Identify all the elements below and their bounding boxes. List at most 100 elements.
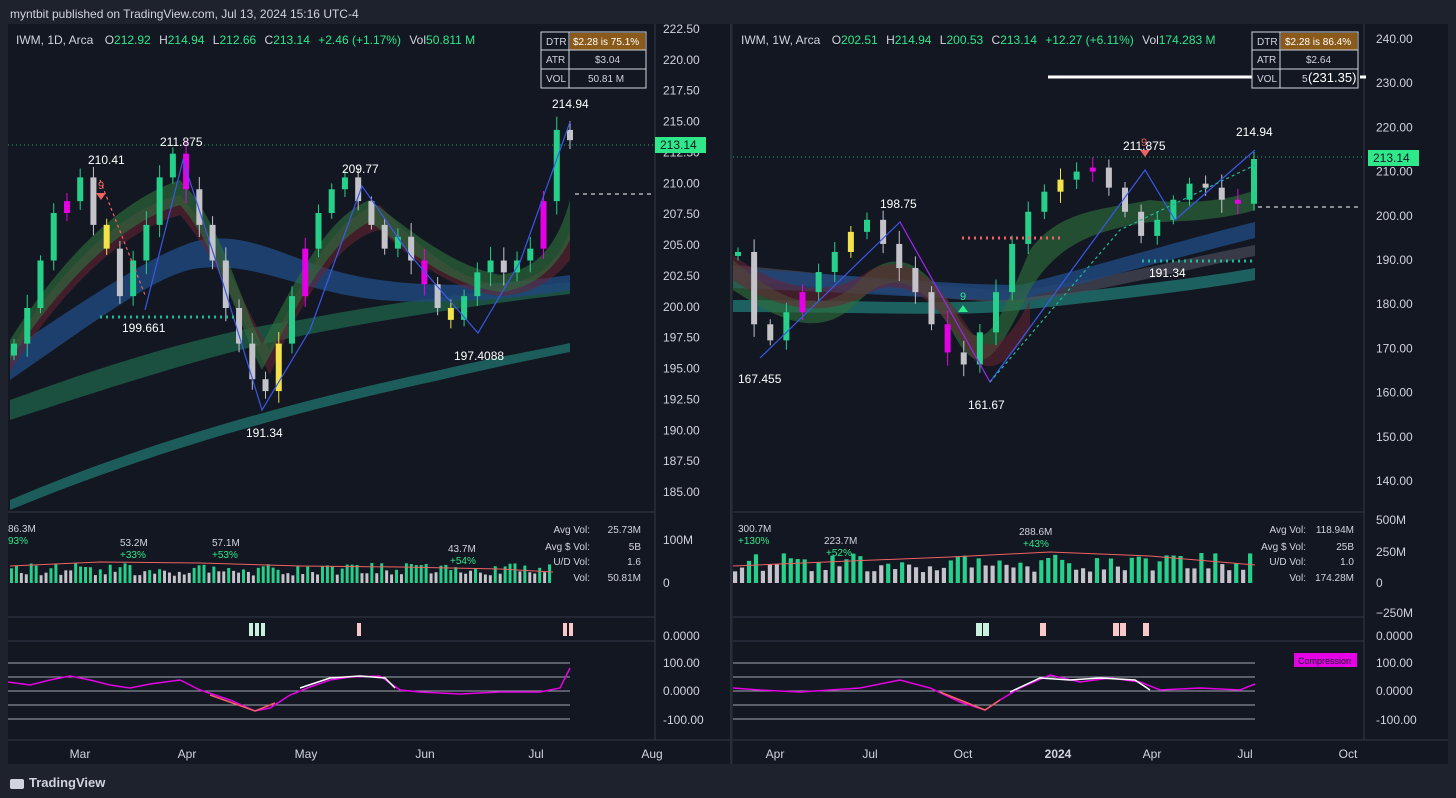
volume-bar <box>108 564 112 583</box>
volume-bar <box>941 567 946 583</box>
right-volume-bars <box>733 553 1253 583</box>
svg-text:ATR: ATR <box>1257 55 1276 66</box>
volume-bar <box>1192 568 1197 583</box>
volume-bar <box>98 569 102 583</box>
volume-bar <box>1178 555 1183 583</box>
price-tick-label: 200.00 <box>1376 209 1413 223</box>
svg-text:Jul: Jul <box>862 747 877 761</box>
volume-bar <box>237 572 241 583</box>
left-ma-ribbons <box>10 180 570 510</box>
candle-body <box>63 201 70 214</box>
price-tick-label: 197.50 <box>663 331 700 345</box>
volume-bar <box>163 570 166 583</box>
candle-body <box>1170 199 1177 220</box>
volume-bar <box>380 563 384 583</box>
volume-bar <box>399 574 403 583</box>
volume-bar <box>167 572 171 583</box>
candle-body <box>434 284 441 308</box>
volume-bar <box>1227 570 1232 583</box>
volume-bar <box>1046 557 1051 583</box>
svg-text:197.4088: 197.4088 <box>454 349 504 363</box>
candle-body <box>103 224 110 249</box>
svg-text:213.14: 213.14 <box>1373 151 1410 165</box>
volume-bar <box>464 573 468 583</box>
volume-bar <box>158 569 162 583</box>
svg-text:300.7M: 300.7M <box>738 524 771 535</box>
volume-bar <box>508 563 512 583</box>
volume-bar <box>34 565 38 583</box>
price-tick-label: 180.00 <box>1376 297 1413 311</box>
svg-text:214.94: 214.94 <box>1236 125 1273 139</box>
volume-bar <box>493 566 497 583</box>
candle-body <box>381 224 388 249</box>
price-tick-label: 215.00 <box>663 115 700 129</box>
left-stats-table: DTR $2.28 is 75.1% ATR $3.04 VOL 50.81 M <box>540 31 647 89</box>
volume-bar <box>370 563 374 583</box>
svg-text:199.661: 199.661 <box>122 321 166 335</box>
price-tick-label: 222.50 <box>663 22 700 36</box>
volume-bar <box>1011 567 1016 583</box>
volume-bar <box>429 573 433 583</box>
volume-bar <box>266 564 270 583</box>
volume-bar <box>271 567 275 583</box>
svg-text:Jul: Jul <box>1237 747 1252 761</box>
volume-bar <box>212 566 216 583</box>
volume-bar <box>390 574 394 583</box>
volume-bar <box>802 559 807 583</box>
svg-text:0: 0 <box>663 576 670 590</box>
volume-bar <box>879 565 884 583</box>
volume-bar <box>242 569 245 583</box>
svg-text:118.94M: 118.94M <box>1316 525 1354 536</box>
volume-bar <box>837 566 842 583</box>
right-volume-labels: 300.7M +130% 223.7M +52% 288.6M +43% <box>738 524 1052 559</box>
volume-bar <box>498 573 502 583</box>
candle-body <box>447 307 454 320</box>
svg-text:+33%: +33% <box>120 550 146 561</box>
volume-bar <box>990 565 995 583</box>
svg-text:Aug: Aug <box>641 747 662 761</box>
left-oscillator-bands <box>8 662 570 720</box>
right-target-label: (231.35) <box>1308 70 1356 85</box>
candle-body <box>799 292 806 313</box>
publish-bar: myntbit published on TradingView.com, Ju… <box>0 0 1456 24</box>
volume-bar <box>1241 569 1246 583</box>
volume-bar <box>1220 564 1225 583</box>
svg-text:DTR: DTR <box>1257 37 1278 48</box>
volume-bar <box>177 571 181 583</box>
volume-bar <box>1234 563 1239 583</box>
volume-bar <box>281 574 285 583</box>
volume-bar <box>202 564 206 583</box>
svg-text:+54%: +54% <box>450 556 476 567</box>
svg-text:191.34: 191.34 <box>1149 266 1186 280</box>
volume-bar <box>1164 555 1169 583</box>
volume-bar <box>182 574 186 583</box>
candle-body <box>1251 158 1257 204</box>
candle-body <box>976 332 983 365</box>
candle-body <box>993 292 999 333</box>
volume-bar <box>816 562 821 583</box>
price-tick-label: 205.00 <box>663 238 700 252</box>
volume-bar <box>1157 561 1162 583</box>
volume-bar <box>227 568 231 583</box>
candle-body <box>77 177 84 202</box>
tradingview-brand[interactable]: TradingView <box>10 775 105 790</box>
volume-bar <box>548 564 552 583</box>
candle-body <box>275 343 282 392</box>
left-sell-arrow-icon <box>96 193 106 200</box>
candle-body <box>37 260 44 308</box>
volume-bar <box>360 573 364 583</box>
price-tick-label: 192.50 <box>663 392 700 406</box>
volume-bar <box>1213 553 1218 583</box>
volume-bar <box>385 570 389 583</box>
volume-bar <box>454 567 458 583</box>
volume-bar <box>907 564 912 583</box>
candle-body <box>880 219 887 244</box>
candle-body <box>831 251 838 273</box>
volume-bar <box>900 562 905 583</box>
volume-bar <box>93 575 97 583</box>
volume-bar <box>88 567 92 583</box>
volume-bar <box>103 574 107 583</box>
volume-bar <box>301 573 305 583</box>
volume-bar <box>948 560 953 583</box>
